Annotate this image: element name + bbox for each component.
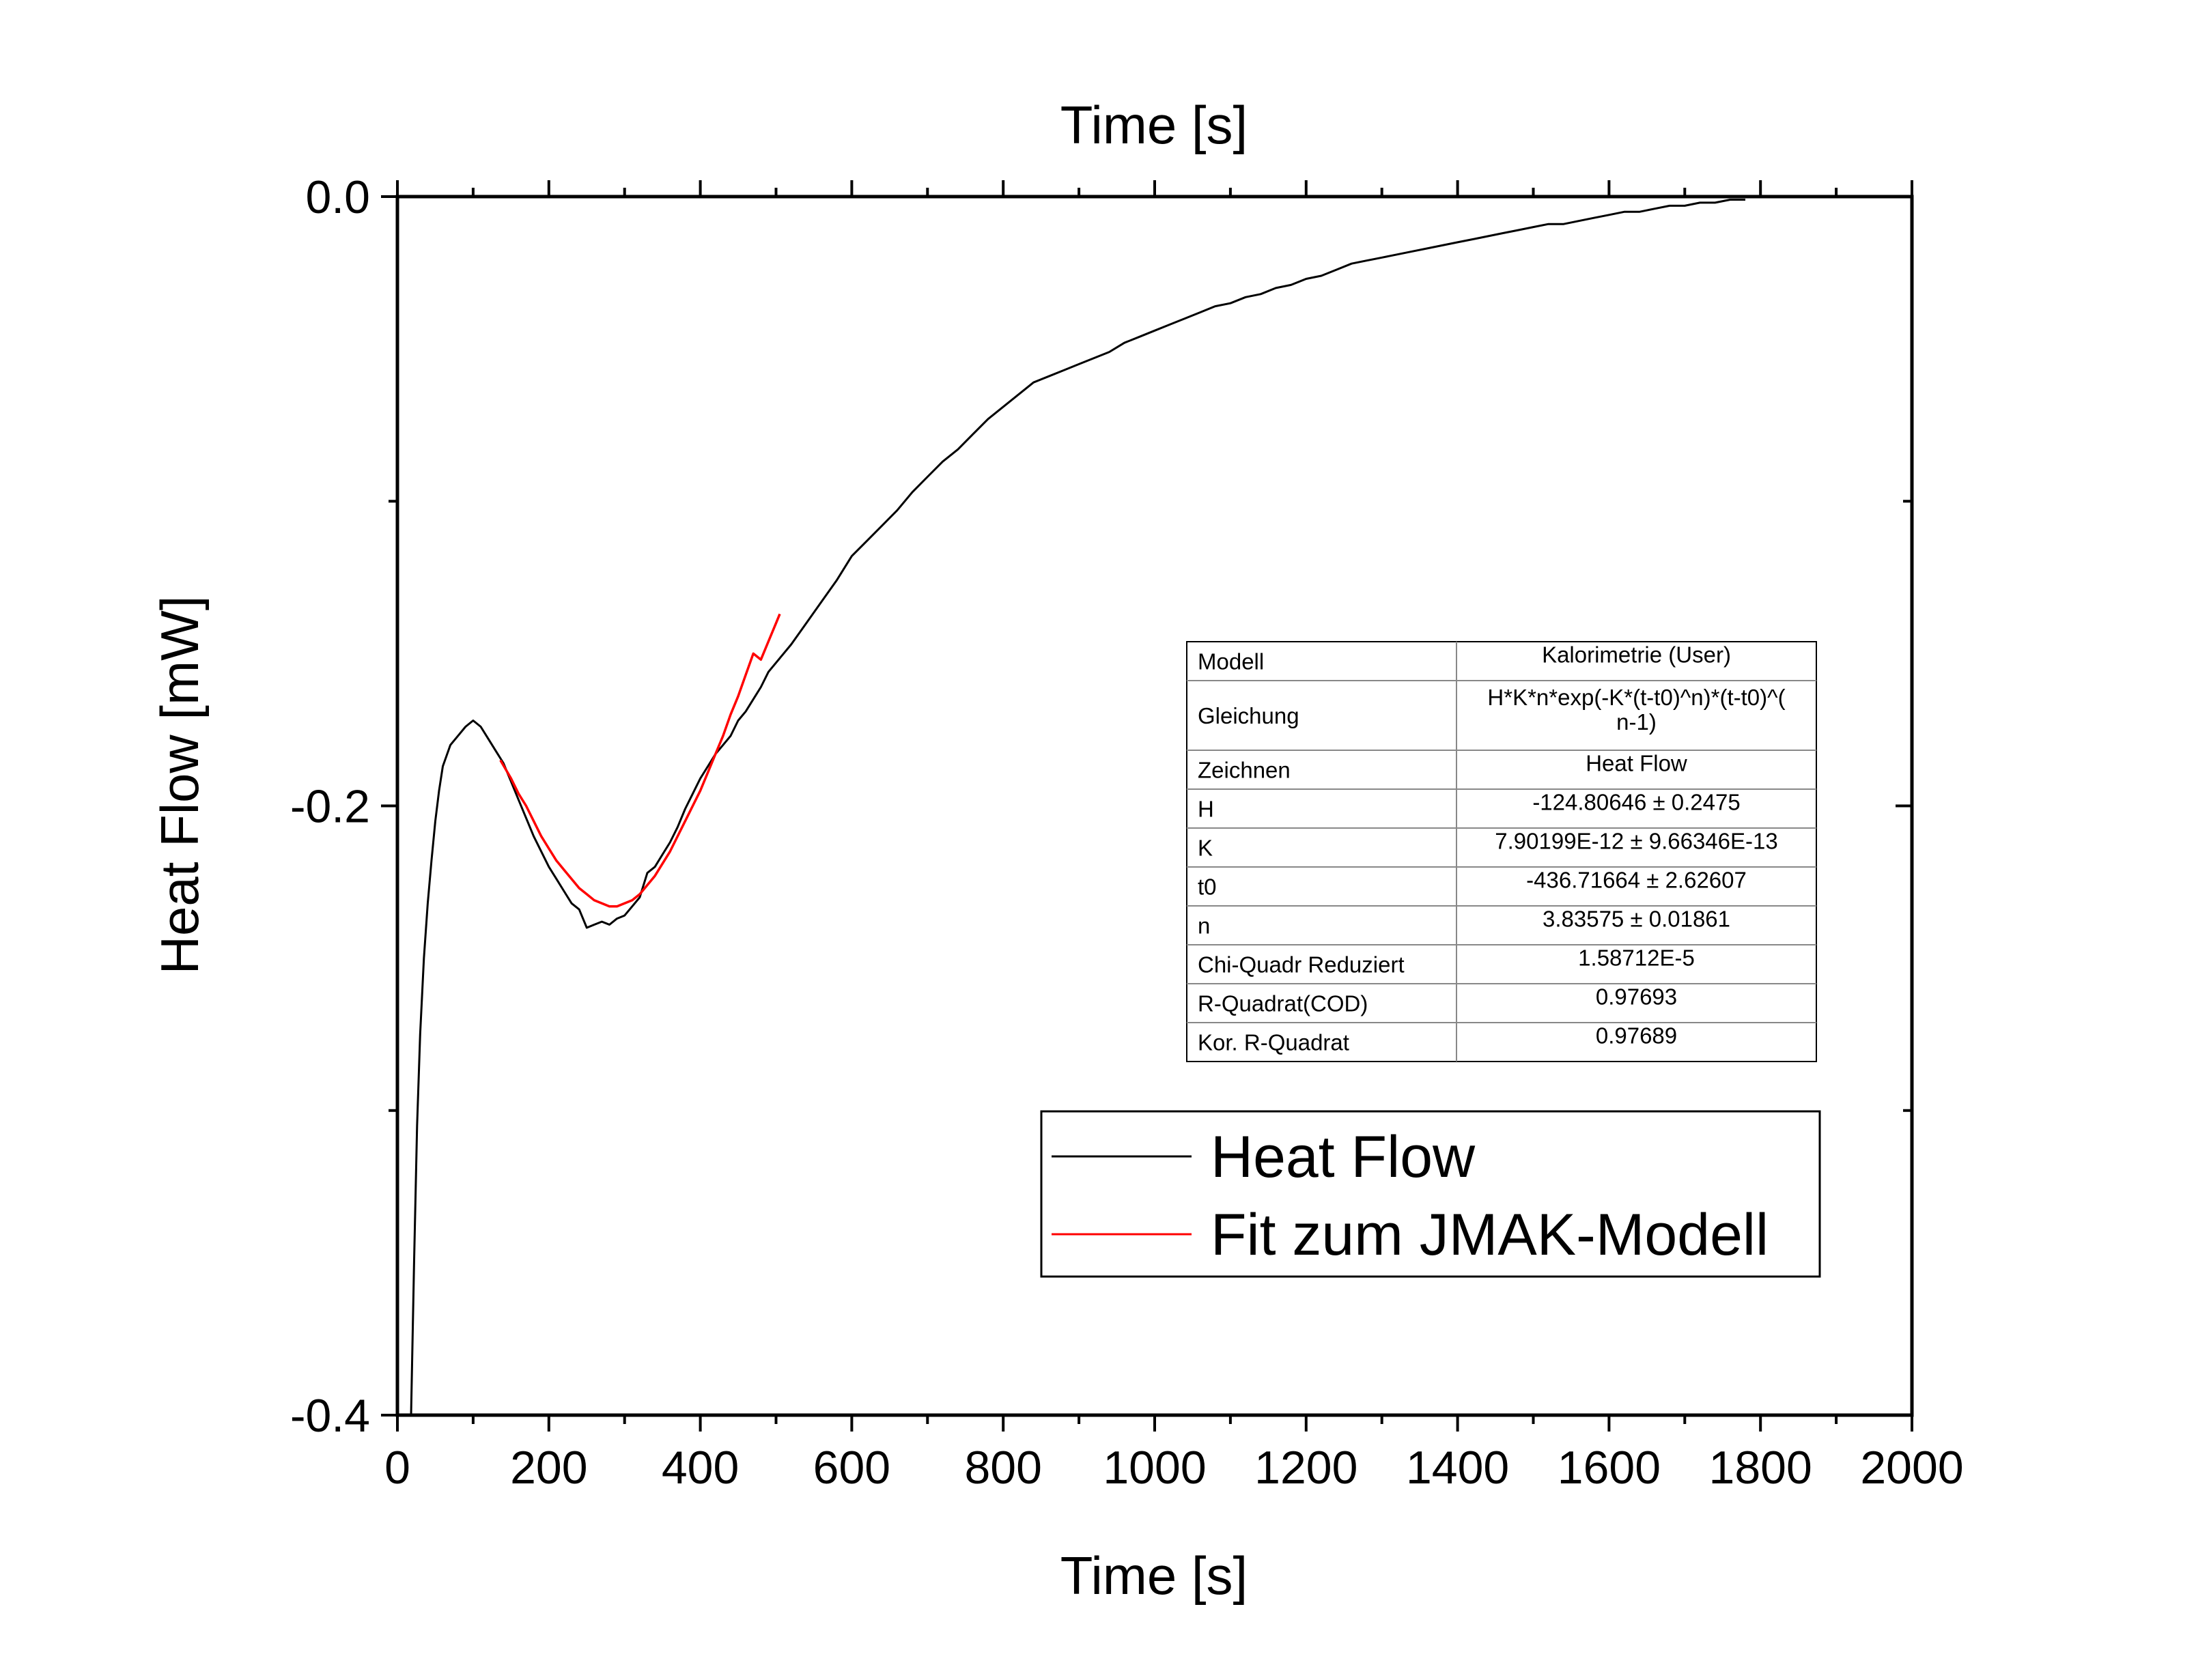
series-line-jmak-fit: [499, 613, 781, 908]
legend: Heat Flow Fit zum JMAK-Modell: [1040, 1110, 1821, 1278]
x-tick-label: 600: [813, 1442, 890, 1494]
table-cell-value: 1.58712E-5: [1578, 945, 1695, 971]
x-tick-label: 1800: [1709, 1442, 1812, 1494]
x-tick-label: 400: [662, 1442, 739, 1494]
legend-box: [1040, 1110, 1821, 1278]
table-cell-value: 0.97689: [1596, 1023, 1677, 1049]
legend-label-fit: Fit zum JMAK-Modell: [1211, 1202, 1769, 1268]
table-cell-label: n: [1198, 913, 1210, 939]
x-tick-label: 1200: [1254, 1442, 1357, 1494]
x-tick-label: 800: [964, 1442, 1041, 1494]
table-cell-value: 7.90199E-12 ± 9.66346E-13: [1495, 829, 1777, 854]
table-cell-label: R-Quadrat(COD): [1198, 991, 1368, 1016]
y-axis-title: Heat Flow [mW]: [150, 596, 210, 975]
x-tick-label: 0: [384, 1442, 410, 1494]
table-cell-value: 0.97693: [1596, 984, 1677, 1010]
table-cell-value: n-1): [1616, 709, 1657, 735]
x-tick-label: 1000: [1103, 1442, 1206, 1494]
table-cell-value: Kalorimetrie (User): [1542, 642, 1731, 668]
axis-tick-labels: 0 200 400 600 800 1000 1200 1400 1600 1800 2000 -0.…: [290, 171, 1964, 1494]
x-tick-label: 1600: [1558, 1442, 1661, 1494]
y-tick-label: -0.2: [290, 781, 370, 833]
table-cell-label: Chi-Quadr Reduziert: [1198, 952, 1405, 978]
table-cell-label: Modell: [1198, 649, 1264, 674]
table-cell-label: Gleichung: [1198, 703, 1299, 728]
table-cell-label: t0: [1198, 874, 1217, 900]
table-cell-value: -124.80646 ± 0.2475: [1532, 790, 1740, 815]
x-tick-label: 200: [510, 1442, 587, 1494]
axis-ticks: [381, 180, 1913, 1432]
table-cell-value: 3.83575 ± 0.01861: [1543, 907, 1730, 932]
x-tick-label: 1400: [1406, 1442, 1509, 1494]
table-cell-label: Kor. R-Quadrat: [1198, 1030, 1349, 1055]
table-cell-value: Heat Flow: [1586, 751, 1687, 776]
table-frame: [1186, 641, 1817, 1062]
table-cell-label: H: [1198, 797, 1214, 822]
y-tick-label: 0.0: [305, 171, 370, 223]
x-axis-title-top: Time [s]: [1060, 95, 1248, 155]
table-cell-value: -436.71664 ± 2.62607: [1526, 868, 1747, 893]
x-axis-title-bottom: Time [s]: [1060, 1546, 1248, 1606]
table-cell-label: K: [1198, 836, 1213, 861]
table-cell-label: Zeichnen: [1198, 758, 1291, 783]
table-cell-value: H*K*n*exp(-K*(t-t0)^n)*(t-t0)^(: [1487, 685, 1785, 710]
x-tick-label: 2000: [1860, 1442, 1963, 1494]
series-group: [410, 199, 1745, 1414]
legend-label-heat-flow: Heat Flow: [1211, 1124, 1476, 1190]
fit-results-table: Modell Kalorimetrie (User) Gleichung H*K*n*…: [1186, 641, 1817, 1062]
series-line-heat-flow: [410, 199, 1745, 1414]
y-tick-label: -0.4: [290, 1390, 370, 1442]
